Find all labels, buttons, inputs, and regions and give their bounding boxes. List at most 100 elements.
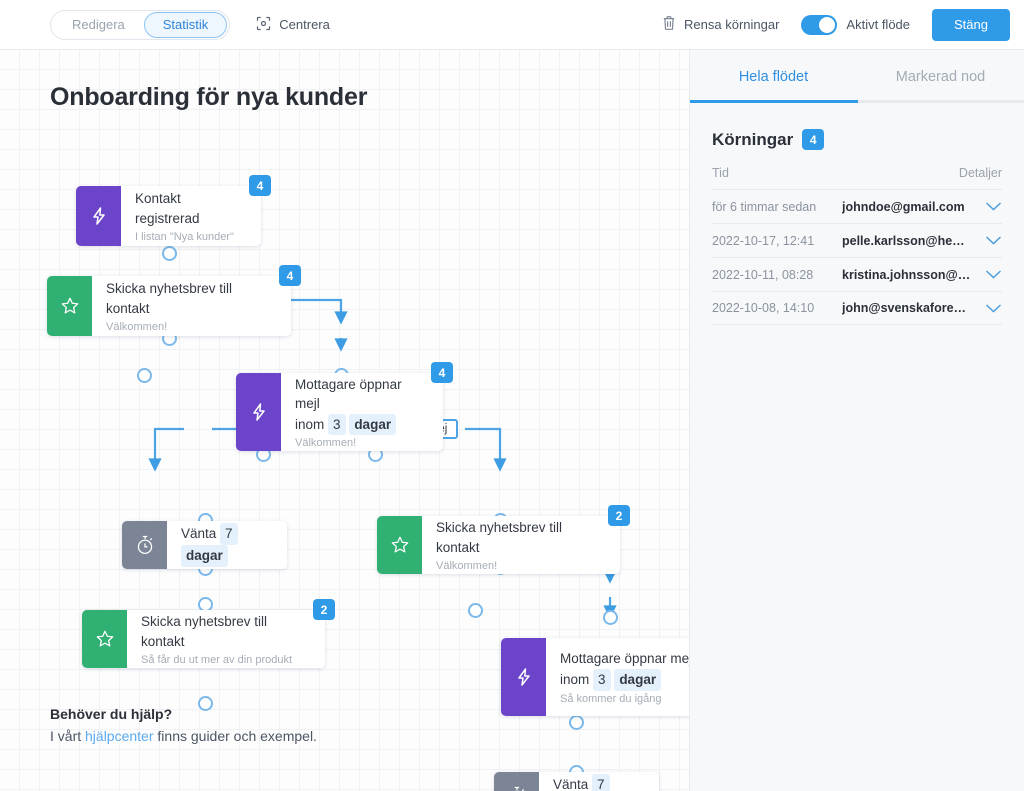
flow-port[interactable] <box>162 246 177 261</box>
node-body: Vänta 7 dagar <box>167 521 287 569</box>
flow-port[interactable] <box>569 715 584 730</box>
help-center-link[interactable]: hjälpcenter <box>85 728 154 744</box>
node-title-text: Vänta <box>553 777 589 791</box>
lightning-icon <box>501 638 546 716</box>
node-title: Kontakt registrerad <box>135 191 200 226</box>
toggle-switch[interactable] <box>801 14 838 35</box>
node-body: Skicka nyhetsbrev till kontakt Välkommen… <box>422 516 620 574</box>
flow-node-mottagare-oppnar-mejl-1[interactable]: Mottagare öppnar mejl inom 3 dagar Välko… <box>236 362 453 451</box>
panel-heading: Körningar <box>712 129 794 149</box>
node-title-inom: inom <box>295 416 325 432</box>
clear-runs-label: Rensa körningar <box>684 17 780 32</box>
chevron-down-icon[interactable] <box>980 201 1002 212</box>
node-body: Skicka nyhetsbrev till kontakt Välkommen… <box>92 276 291 336</box>
top-toolbar: Redigera Statistik Centrera <box>0 0 1024 50</box>
flow-port[interactable] <box>468 603 483 618</box>
flow-port[interactable] <box>603 610 618 625</box>
duration-unit[interactable]: dagar <box>614 669 662 691</box>
node-title: Skicka nyhetsbrev till kontakt <box>141 614 268 649</box>
duration-unit[interactable]: dagar <box>181 545 228 567</box>
panel-heading-row: Körningar 4 <box>690 103 1024 150</box>
flow-node-kontakt-registrerad[interactable]: Kontakt registrerad I listan "Nya kunder… <box>76 175 271 246</box>
chevron-down-icon[interactable] <box>980 303 1002 314</box>
tab-redigera[interactable]: Redigera <box>72 17 125 32</box>
tab-markerad-nod[interactable]: Markerad nod <box>895 68 986 85</box>
crosshair-icon <box>256 16 271 34</box>
node-run-badge: 2 <box>313 599 335 620</box>
node-title: Skicka nyhetsbrev till kontakt <box>106 281 233 316</box>
lightning-icon <box>76 186 121 246</box>
node-body: Mottagare öppnar mejl inom 3 dagar Välko… <box>281 373 443 451</box>
row-time: 2022-10-17, 12:41 <box>712 233 815 248</box>
node-body: Skicka nyhetsbrev till kontakt Så får du… <box>127 610 325 668</box>
node-title: Vänta 7 dagar <box>553 774 645 791</box>
flow-node-skicka-nyhetsbrev-1[interactable]: Skicka nyhetsbrev till kontakt Välkommen… <box>47 265 301 336</box>
center-button[interactable]: Centrera <box>256 16 330 34</box>
duration-amount[interactable]: 7 <box>592 774 610 791</box>
flow-node-skicka-nyhetsbrev-3[interactable]: Skicka nyhetsbrev till kontakt Välkommen… <box>377 505 630 574</box>
chevron-down-icon[interactable] <box>980 269 1002 280</box>
node-title-inom: inom <box>560 672 590 687</box>
duration-amount[interactable]: 3 <box>328 413 346 436</box>
node-title: Skicka nyhetsbrev till kontakt <box>436 520 563 555</box>
node-subtitle: Välkommen! <box>436 559 498 572</box>
chevron-down-icon[interactable] <box>980 235 1002 246</box>
star-icon <box>377 516 422 574</box>
active-flow-toggle[interactable]: Aktivt flöde <box>801 14 910 35</box>
table-row[interactable]: för 6 timmar sedan johndoe@gmail.com <box>712 189 1002 223</box>
node-body: Kontakt registrerad I listan "Nya kunder… <box>121 186 261 246</box>
runs-table-header: Tid Detaljer <box>712 166 1002 189</box>
duration-amount[interactable]: 7 <box>220 523 238 545</box>
statistics-panel: Hela flödet Markerad nod Körningar 4 Tid… <box>689 50 1024 791</box>
node-subtitle: Så kommer du igång <box>560 692 662 705</box>
flow-node-vanta-1[interactable]: Vänta 7 dagar <box>122 521 287 569</box>
close-button[interactable]: Stäng <box>932 8 1010 41</box>
view-mode-segmented-control[interactable]: Redigera Statistik <box>50 9 231 40</box>
node-run-badge: 4 <box>279 265 301 286</box>
node-subtitle: Välkommen! <box>106 320 168 333</box>
tab-hela-flodet[interactable]: Hela flödet <box>738 68 809 85</box>
runs-table: Tid Detaljer för 6 timmar sedan johndoe@… <box>712 166 1002 325</box>
row-detail: johndoe@gmail.com <box>842 199 965 214</box>
panel-tabs: Hela flödet Markerad nod <box>690 50 1024 103</box>
help-block: Behöver du hjälp? I vårt hjälpcenter fin… <box>50 706 317 744</box>
flow-node-mottagare-oppnar-mejl-2[interactable]: Mottagare öppnar mejl inom 3 dagar Så ko… <box>501 638 689 716</box>
row-time: 2022-10-08, 14:10 <box>712 301 815 315</box>
node-body: Vänta 7 dagar <box>539 772 659 791</box>
trash-icon <box>662 15 676 34</box>
help-title: Behöver du hjälp? <box>50 706 173 722</box>
flow-canvas[interactable]: Onboarding för nya kunder <box>0 50 689 791</box>
tab-active-indicator <box>690 100 858 103</box>
node-run-badge: 2 <box>608 505 630 526</box>
toolbar-right-group: Rensa körningar Aktivt flöde Stäng <box>662 8 1010 41</box>
node-run-badge: 4 <box>249 175 271 196</box>
duration-unit[interactable]: dagar <box>349 413 397 436</box>
node-title: Mottagare öppnar mejl inom 3 dagar <box>295 375 429 436</box>
tab-statistik[interactable]: Statistik <box>143 11 228 38</box>
node-title-text: Mottagare öppnar mejl <box>560 651 689 667</box>
row-time: 2022-10-11, 08:28 <box>712 267 814 282</box>
node-title: Vänta 7 dagar <box>181 523 273 567</box>
duration-amount[interactable]: 3 <box>593 669 611 691</box>
table-row[interactable]: 2022-10-11, 08:28 kristina.johnsson@teli… <box>712 257 1002 291</box>
node-run-badge: 4 <box>431 362 453 383</box>
stopwatch-icon <box>494 772 539 791</box>
column-header-details: Detaljer <box>958 166 1002 180</box>
table-row[interactable]: 2022-10-08, 14:10 john@svenskaforenin… <box>712 291 1002 325</box>
star-icon <box>82 610 127 668</box>
row-time: för 6 timmar sedan <box>712 199 817 214</box>
node-subtitle: Välkommen! <box>295 437 357 450</box>
runs-count-badge: 4 <box>802 129 825 150</box>
column-header-time: Tid <box>712 166 729 180</box>
flow-node-vanta-2[interactable]: Vänta 7 dagar <box>494 772 659 791</box>
table-row[interactable]: 2022-10-17, 12:41 pelle.karlsson@hemte… <box>712 223 1002 257</box>
node-subtitle: Så får du ut mer av din produkt <box>141 653 293 666</box>
clear-runs-button[interactable]: Rensa körningar <box>662 15 779 34</box>
row-detail: john@svenskaforenin… <box>842 301 972 315</box>
row-detail: kristina.johnsson@teli… <box>842 267 972 282</box>
lightning-icon <box>236 373 281 451</box>
flow-port[interactable] <box>137 368 152 383</box>
flow-port[interactable] <box>198 696 213 711</box>
help-prefix: I vårt <box>50 728 86 744</box>
flow-node-skicka-nyhetsbrev-2[interactable]: Skicka nyhetsbrev till kontakt Så får du… <box>82 599 335 668</box>
